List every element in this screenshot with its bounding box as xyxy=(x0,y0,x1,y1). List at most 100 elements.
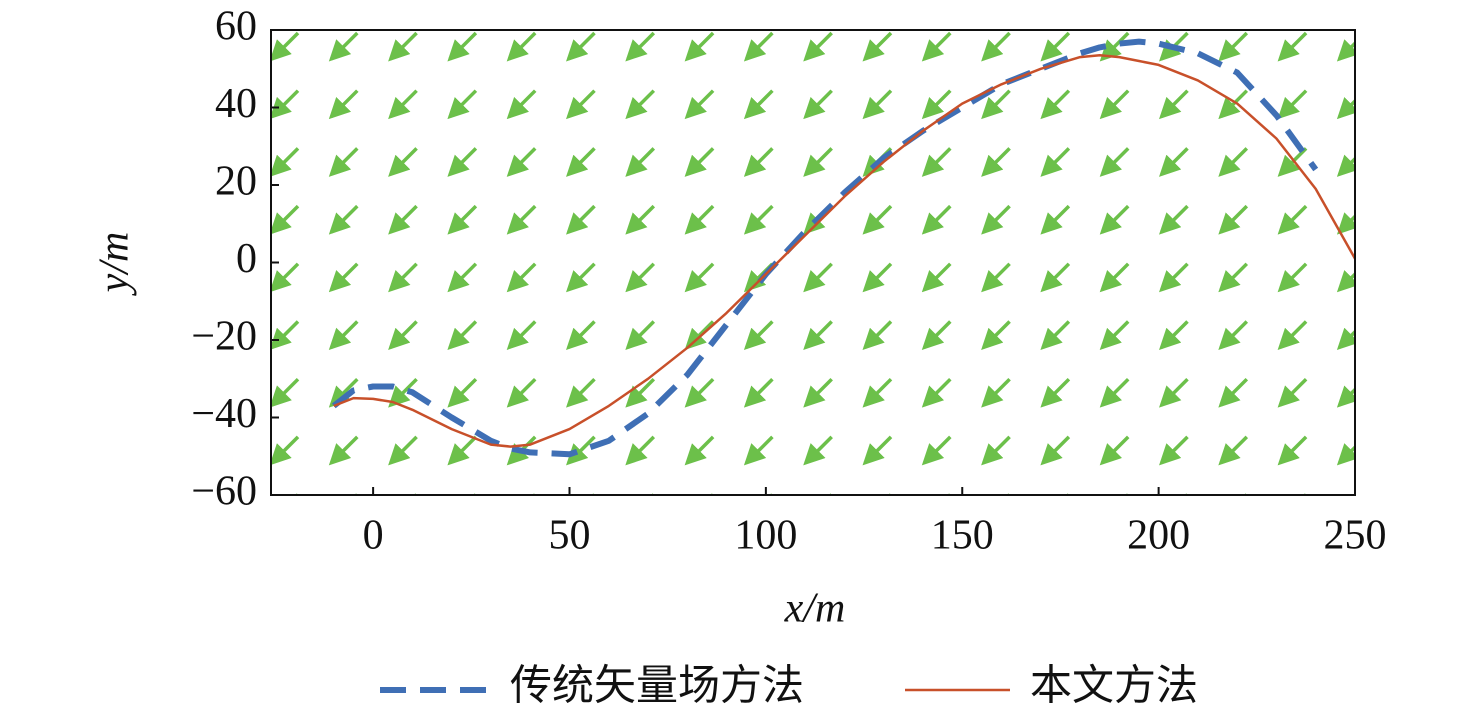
field-arrow xyxy=(888,493,892,495)
y-tick-label: 40 xyxy=(215,81,257,127)
field-arrow xyxy=(447,89,478,120)
field-arrow xyxy=(743,377,774,408)
plot-frame xyxy=(270,29,1356,496)
field-arrow xyxy=(328,204,359,235)
field-arrow xyxy=(981,89,1011,120)
field-arrow xyxy=(1336,327,1355,350)
field-arrow xyxy=(1218,435,1249,466)
field-arrow xyxy=(566,320,596,350)
field-arrow xyxy=(1218,320,1249,350)
field-arrow xyxy=(743,31,774,62)
field-arrow xyxy=(1159,435,1189,466)
field-arrow xyxy=(625,435,656,466)
field-arrow xyxy=(743,204,774,235)
field-arrow xyxy=(921,435,952,466)
field-arrow xyxy=(1040,262,1071,293)
field-arrow xyxy=(743,320,774,350)
field-arrow xyxy=(921,377,952,408)
field-arrow xyxy=(803,262,833,293)
plot-lines xyxy=(331,38,1355,458)
field-arrow xyxy=(1040,147,1071,177)
field-arrow xyxy=(1040,435,1071,466)
field-arrow xyxy=(1218,377,1249,408)
field-arrow xyxy=(328,320,359,350)
field-arrow xyxy=(1336,385,1355,408)
field-arrow xyxy=(328,147,359,177)
field-arrow xyxy=(447,435,478,466)
field-arrow xyxy=(684,262,715,293)
x-axis-label: x/m xyxy=(784,586,846,632)
field-arrow xyxy=(1040,204,1071,235)
field-arrow xyxy=(1277,377,1308,408)
y-tick-label: −60 xyxy=(191,469,257,515)
field-arrow xyxy=(625,262,656,293)
field-arrow xyxy=(803,377,833,408)
field-arrow xyxy=(921,89,952,120)
field-arrow xyxy=(1159,204,1189,235)
field-arrow xyxy=(447,262,478,293)
field-arrow xyxy=(921,204,952,235)
field-arrow xyxy=(1040,377,1071,408)
field-arrow xyxy=(921,147,952,177)
x-tick-label: 250 xyxy=(1324,513,1387,559)
field-arrow xyxy=(1243,493,1248,495)
field-arrow xyxy=(447,377,478,408)
field-arrow xyxy=(684,147,715,177)
field-arrow xyxy=(506,320,537,350)
x-tick-label: 0 xyxy=(363,513,384,559)
field-arrow xyxy=(566,262,596,293)
field-arrow xyxy=(862,377,893,408)
x-tick-label: 50 xyxy=(548,513,590,559)
field-arrow xyxy=(388,435,418,466)
field-arrow xyxy=(1277,262,1308,293)
field-arrow xyxy=(981,204,1011,235)
field-arrow xyxy=(1218,204,1249,235)
y-tick-label: 0 xyxy=(236,236,257,282)
field-arrow xyxy=(981,320,1011,350)
field-arrow xyxy=(981,262,1011,293)
field-arrow xyxy=(271,147,300,177)
field-arrow xyxy=(473,493,477,495)
field-arrow xyxy=(1159,89,1189,120)
field-arrow xyxy=(743,147,774,177)
field-arrow xyxy=(684,204,715,235)
x-tick-label: 100 xyxy=(734,513,797,559)
field-arrow xyxy=(1159,147,1189,177)
field-arrow xyxy=(803,89,833,120)
field-arrow xyxy=(388,89,418,120)
field-arrow xyxy=(1125,493,1129,495)
field-arrow xyxy=(388,377,418,408)
field-arrow xyxy=(388,262,418,293)
field-arrow xyxy=(684,89,715,120)
field-arrow xyxy=(862,204,893,235)
field-arrow xyxy=(566,377,596,408)
field-arrow xyxy=(328,31,359,62)
field-arrow xyxy=(1336,443,1355,466)
x-tick-label: 200 xyxy=(1127,513,1190,559)
field-arrow xyxy=(1277,31,1308,62)
vector-field xyxy=(271,31,1355,495)
field-arrow xyxy=(1099,435,1130,466)
field-arrow xyxy=(271,435,300,466)
field-arrow xyxy=(506,147,537,177)
field-arrow xyxy=(981,435,1011,466)
field-arrow xyxy=(447,320,478,350)
field-arrow xyxy=(1159,262,1189,293)
field-arrow xyxy=(803,435,833,466)
field-arrow xyxy=(1277,204,1308,235)
field-arrow xyxy=(1336,96,1355,120)
field-arrow xyxy=(506,377,537,408)
field-arrow xyxy=(921,31,952,62)
field-arrow xyxy=(566,147,596,177)
field-arrow xyxy=(981,31,1011,62)
field-arrow xyxy=(506,31,537,62)
field-arrow xyxy=(862,89,893,120)
field-arrow xyxy=(506,204,537,235)
field-arrow xyxy=(1099,377,1130,408)
field-arrow xyxy=(803,31,833,62)
field-arrow xyxy=(328,89,359,120)
field-arrow xyxy=(328,262,359,293)
legend-label: 本文方法 xyxy=(1030,663,1198,710)
field-arrow xyxy=(1303,493,1307,495)
field-arrow xyxy=(388,147,418,177)
